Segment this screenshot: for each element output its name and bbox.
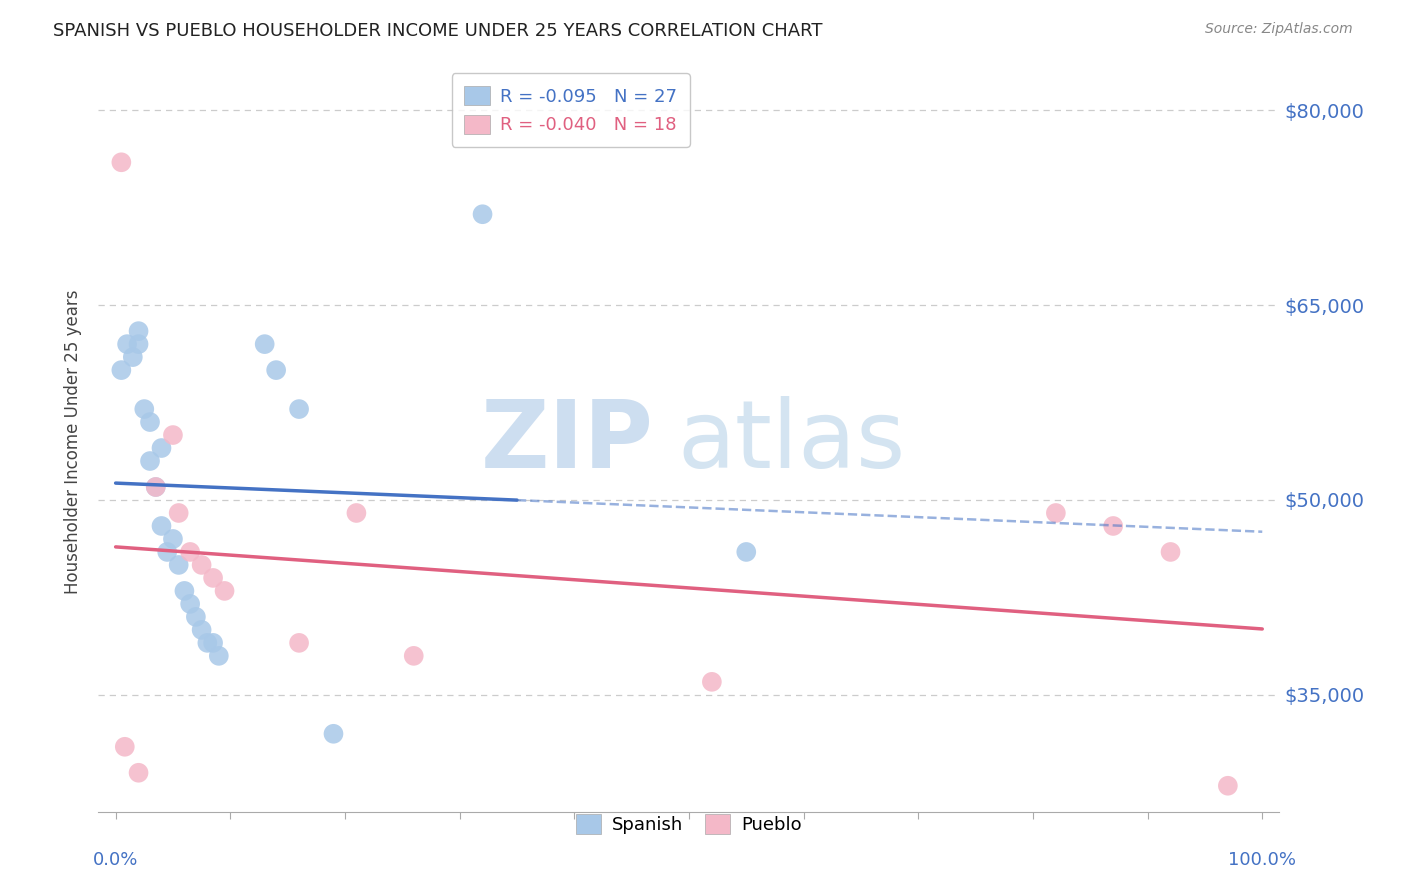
Point [202, 636, 225, 650]
Point [145, 480, 167, 494]
Text: 100.0%: 100.0% [1229, 851, 1296, 869]
Point [179, 545, 201, 559]
Point [139, 454, 162, 468]
Point [128, 324, 150, 338]
Point [1102, 519, 1125, 533]
Point [139, 415, 162, 429]
Point [1160, 545, 1182, 559]
Point [167, 506, 190, 520]
Point [167, 558, 190, 572]
Point [128, 337, 150, 351]
Point [150, 441, 173, 455]
Point [253, 337, 276, 351]
Point [162, 428, 184, 442]
Point [322, 727, 344, 741]
Point [214, 583, 236, 598]
Y-axis label: Householder Income Under 25 years: Householder Income Under 25 years [65, 289, 83, 594]
Point [1045, 506, 1067, 520]
Point [184, 610, 207, 624]
Point [128, 765, 150, 780]
Point [134, 402, 156, 417]
Point [208, 648, 231, 663]
Point [190, 623, 212, 637]
Point [264, 363, 287, 377]
Text: atlas: atlas [678, 395, 905, 488]
Point [471, 207, 494, 221]
Point [1216, 779, 1239, 793]
Point [700, 674, 723, 689]
Point [288, 402, 311, 417]
Point [145, 480, 167, 494]
Text: 0.0%: 0.0% [93, 851, 138, 869]
Legend: Spanish, Pueblo: Spanish, Pueblo [567, 805, 811, 844]
Point [162, 532, 184, 546]
Point [150, 519, 173, 533]
Point [202, 571, 225, 585]
Point [110, 155, 132, 169]
Point [344, 506, 367, 520]
Point [735, 545, 758, 559]
Text: Source: ZipAtlas.com: Source: ZipAtlas.com [1205, 22, 1353, 37]
Point [288, 636, 311, 650]
Point [195, 636, 218, 650]
Point [190, 558, 212, 572]
Point [115, 337, 138, 351]
Point [121, 350, 143, 364]
Point [173, 583, 195, 598]
Point [114, 739, 136, 754]
Text: ZIP: ZIP [481, 395, 654, 488]
Text: SPANISH VS PUEBLO HOUSEHOLDER INCOME UNDER 25 YEARS CORRELATION CHART: SPANISH VS PUEBLO HOUSEHOLDER INCOME UND… [53, 22, 823, 40]
Point [110, 363, 132, 377]
Point [156, 545, 179, 559]
Point [402, 648, 425, 663]
Point [179, 597, 201, 611]
